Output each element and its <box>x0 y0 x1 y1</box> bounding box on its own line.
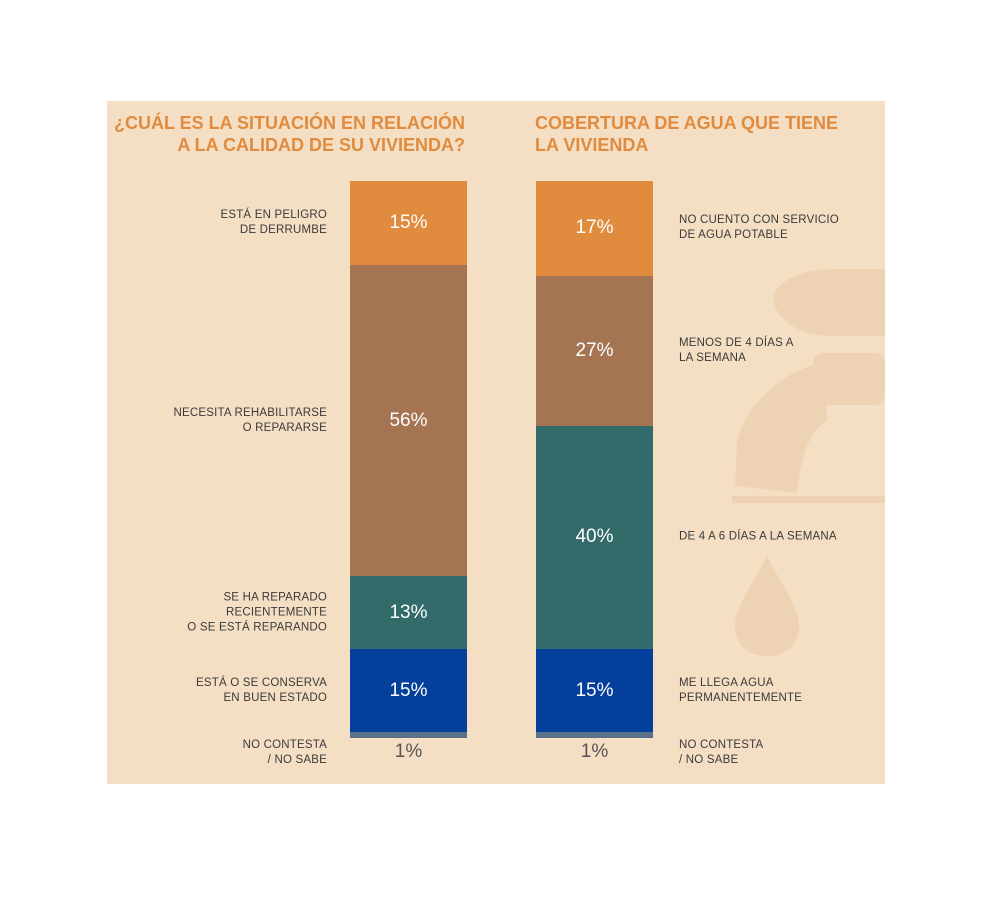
left-value-label-1: 15% <box>389 211 428 233</box>
left-value-label-4: 15% <box>389 679 428 701</box>
left-chart-title: ¿CUÁL ES LA SITUACIÓN EN RELACIÓN A LA C… <box>113 113 465 155</box>
right-bar-segment-4: 15% <box>536 648 653 733</box>
left-value-label-5: 1% <box>394 741 423 762</box>
left-category-label-2: NECESITA REHABILITARSE O REPARARSE <box>173 406 327 434</box>
left-value-label-3: 13% <box>389 601 428 623</box>
left-bar-segment-5 <box>350 732 467 738</box>
left-value-label-2: 56% <box>389 409 428 431</box>
faucet-icon <box>732 269 885 656</box>
right-category-label-3: DE 4 A 6 DÍAS A LA SEMANA <box>679 530 837 543</box>
left-category-label-4: ESTÁ O SE CONSERVA EN BUEN ESTADO <box>196 676 327 704</box>
left-bar: 15% 56% 13% 15% <box>350 181 467 738</box>
right-category-label-4: ME LLEGA AGUA PERMANENTEMENTE <box>679 676 803 704</box>
right-bar-segment-5 <box>536 732 653 738</box>
right-bar-segment-1: 17% <box>536 181 653 276</box>
right-value-label-5: 1% <box>580 741 609 762</box>
right-category-label-5: NO CONTESTA / NO SABE <box>679 739 764 766</box>
left-category-label-3: SE HA REPARADO RECIENTEMENTE O SE ESTÁ R… <box>187 591 327 634</box>
left-category-label-1: ESTÁ EN PELIGRO DE DERRUMBE <box>220 208 327 236</box>
left-category-label-5: NO CONTESTA / NO SABE <box>242 739 327 766</box>
right-category-label-1: NO CUENTO CON SERVICIO DE AGUA POTABLE <box>679 214 839 242</box>
left-bar-segment-3: 13% <box>350 576 467 649</box>
chart-panel: ¿CUÁL ES LA SITUACIÓN EN RELACIÓN A LA C… <box>107 101 885 784</box>
right-value-label-2: 27% <box>575 339 614 361</box>
right-category-label-2: MENOS DE 4 DÍAS A LA SEMANA <box>679 336 794 364</box>
left-bar-segment-1: 15% <box>350 181 467 265</box>
right-bar-segment-3: 40% <box>536 426 653 649</box>
left-bar-segment-2: 56% <box>350 264 467 577</box>
left-bar-segment-4: 15% <box>350 648 467 733</box>
right-bar: 17% 27% 40% 15% <box>536 181 653 738</box>
right-value-label-4: 15% <box>575 679 614 701</box>
right-chart-title: COBERTURA DE AGUA QUE TIENE LA VIVIENDA <box>535 113 839 155</box>
right-value-label-3: 40% <box>575 526 614 548</box>
right-value-label-1: 17% <box>575 217 614 239</box>
right-bar-segment-2: 27% <box>536 275 653 427</box>
